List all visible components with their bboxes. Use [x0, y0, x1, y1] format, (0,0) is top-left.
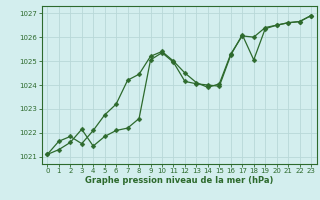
X-axis label: Graphe pression niveau de la mer (hPa): Graphe pression niveau de la mer (hPa)	[85, 176, 273, 185]
